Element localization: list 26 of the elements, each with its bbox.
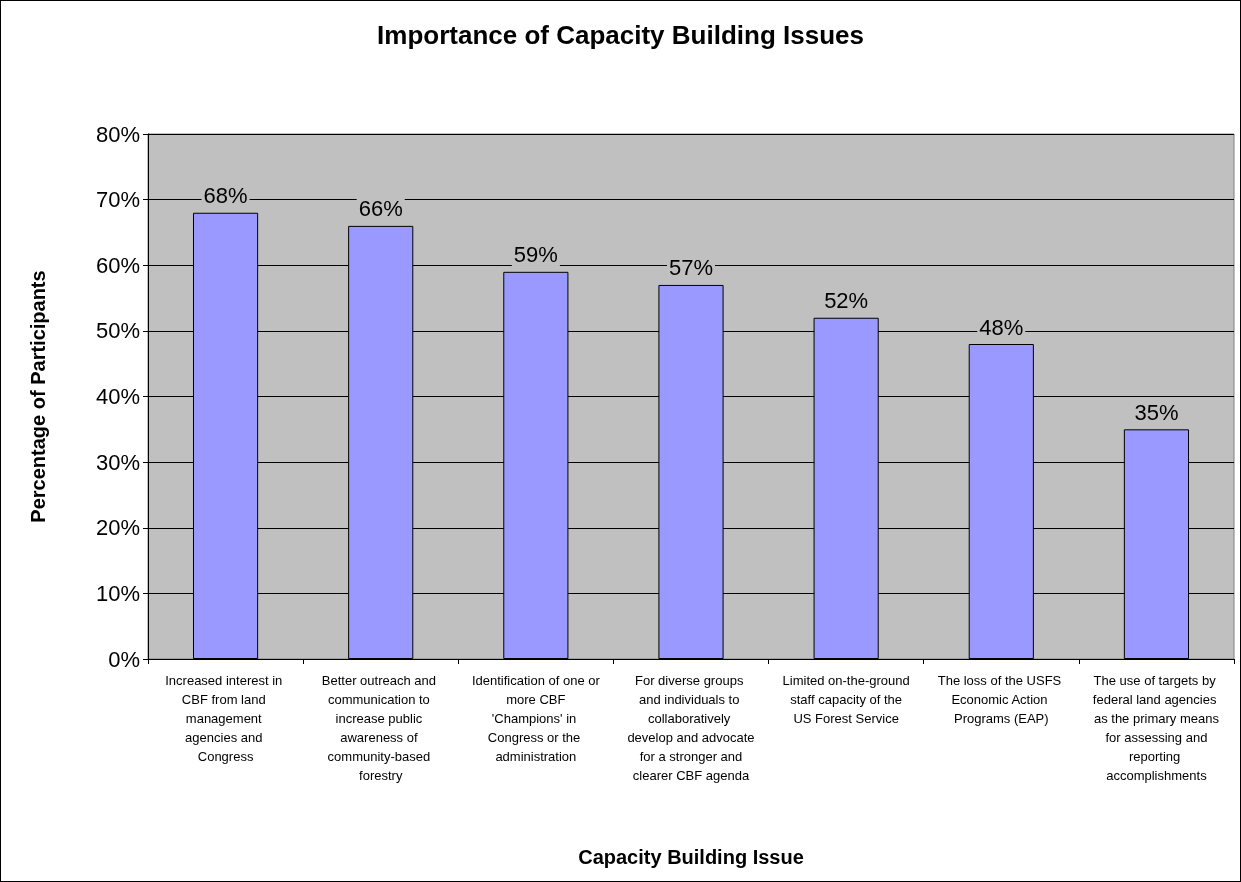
x-tick-label: For diverse groups and individuals to collaboratively develop and advocate for a stronger and clearer CBF agenda	[627, 673, 755, 783]
data-label: 68%	[203, 183, 248, 209]
y-tick-label: 20%	[95, 515, 140, 541]
x-tick-label: Identification of one or more CBF 'Champions' in Congress or the administration	[471, 673, 601, 764]
data-label: 57%	[668, 255, 714, 281]
x-axis-title: Capacity Building Issue	[578, 846, 804, 868]
y-tick-label: 40%	[95, 384, 140, 409]
x-tick-label: The loss of the USFS Economic Action Programs (EAP)	[937, 673, 1065, 726]
data-label: 59%	[513, 242, 558, 268]
y-tick-label: 80%	[95, 121, 140, 147]
y-axis-title: Percentage of Participants	[27, 270, 49, 523]
x-tick-label: Better outreach and communication to increase public awareness of community-based forestry	[321, 673, 440, 783]
y-tick-label: 10%	[95, 580, 140, 606]
data-label: 35%	[1134, 399, 1179, 425]
data-label: 66%	[358, 196, 403, 222]
chart-title: Importance of Capacity Building Issues	[377, 20, 864, 50]
y-tick-label: 0%	[108, 646, 140, 672]
x-tick-label: Increased interest in CBF from land management agencies and Congress	[165, 673, 286, 764]
y-tick-label: 50%	[95, 318, 140, 344]
x-tick-label: The use of targets by federal land agencies as the primary means for assessing and reporting accomplishments	[1092, 673, 1221, 783]
y-tick-label: 70%	[95, 187, 140, 213]
data-label: 48%	[979, 314, 1024, 340]
y-tick-label: 60%	[95, 252, 140, 278]
data-label: 52%	[824, 288, 869, 314]
x-tick-label: Limited on-the-ground staff capacity of the US Forest Service	[782, 673, 910, 726]
y-tick-label: 30%	[95, 449, 140, 475]
